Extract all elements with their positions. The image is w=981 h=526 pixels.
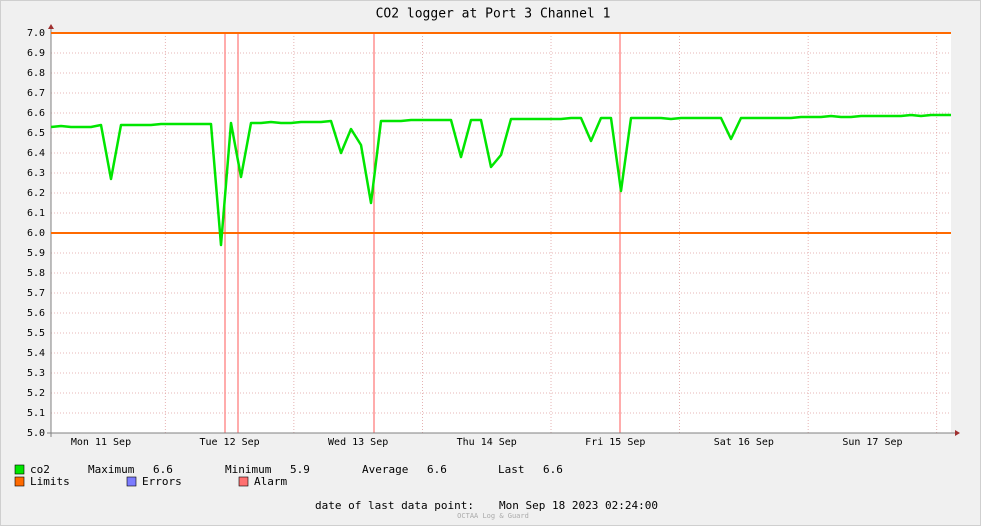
y-tick-label: 5.7 (27, 288, 45, 299)
y-tick-label: 5.2 (27, 388, 45, 399)
x-tick-label: Wed 13 Sep (328, 437, 388, 448)
x-tick-label: Tue 12 Sep (199, 437, 259, 448)
x-tick-label: Sat 16 Sep (714, 437, 774, 448)
y-tick-label: 6.3 (27, 168, 45, 179)
y-tick-label: 6.1 (27, 208, 45, 219)
axis-arrow (48, 24, 54, 29)
y-tick-label: 6.0 (27, 228, 45, 239)
legend-swatch (126, 476, 137, 487)
legend-swatch (14, 476, 25, 487)
legend-label: Limits (30, 475, 70, 488)
y-tick-label: 6.4 (27, 148, 45, 159)
stat-value: 6.6 (543, 463, 563, 476)
y-tick-label: 6.6 (27, 108, 45, 119)
y-tick-label: 6.8 (27, 68, 45, 79)
y-tick-label: 5.1 (27, 408, 45, 419)
stat-label: Maximum (88, 463, 135, 476)
x-tick-label: Mon 11 Sep (71, 437, 131, 448)
legend-swatch (238, 476, 249, 487)
stat-value: 5.9 (290, 463, 310, 476)
y-tick-label: 7.0 (27, 28, 45, 39)
legend-label: co2 (30, 463, 50, 476)
stat-label: Last (498, 463, 525, 476)
chart-title: CO2 logger at Port 3 Channel 1 (376, 7, 611, 22)
y-tick-label: 6.2 (27, 188, 45, 199)
stat-label: Average (362, 463, 408, 476)
y-tick-label: 5.9 (27, 248, 45, 259)
stat-label: Minimum (225, 463, 272, 476)
y-tick-label: 5.8 (27, 268, 45, 279)
x-tick-label: Sun 17 Sep (842, 437, 902, 448)
x-tick-label: Thu 14 Sep (457, 437, 517, 448)
footer-label: date of last data point: (315, 499, 474, 512)
legend-label: Alarm (254, 475, 287, 488)
watermark: OCTAA Log & Guard (457, 512, 529, 520)
y-tick-label: 6.5 (27, 128, 45, 139)
stat-value: 6.6 (153, 463, 173, 476)
footer-date: Mon Sep 18 2023 02:24:00 (499, 499, 658, 512)
data-line (50, 113, 951, 247)
y-tick-label: 6.9 (27, 48, 45, 59)
axis-arrow (955, 430, 960, 436)
y-tick-label: 5.6 (27, 308, 45, 319)
y-tick-label: 6.7 (27, 88, 45, 99)
y-tick-label: 5.0 (27, 428, 45, 439)
stat-value: 6.6 (427, 463, 447, 476)
x-tick-label: Fri 15 Sep (585, 437, 645, 448)
y-tick-label: 5.5 (27, 328, 45, 339)
y-tick-label: 5.4 (27, 348, 45, 359)
legend-swatch (14, 464, 25, 475)
y-tick-label: 5.3 (27, 368, 45, 379)
legend-label: Errors (142, 475, 182, 488)
